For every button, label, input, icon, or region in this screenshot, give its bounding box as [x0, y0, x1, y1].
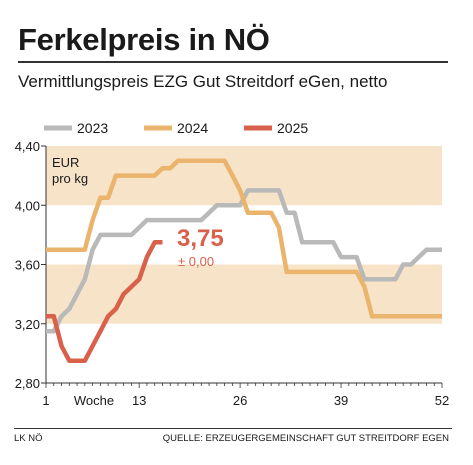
- x-axis-label: Woche: [74, 393, 114, 408]
- chart-subtitle: Vermittlungspreis EZG Gut Streitdorf eGe…: [18, 72, 388, 91]
- chart-title: Ferkelpreis in NÖ: [18, 22, 270, 57]
- title-divider: [18, 61, 448, 63]
- x-tick-label: 13: [132, 393, 146, 408]
- x-tick-label: 26: [233, 393, 247, 408]
- x-tick-label: 1: [42, 393, 49, 408]
- legend-label-2024: 2024: [177, 120, 208, 136]
- y-tick-label: 3,60: [15, 258, 40, 273]
- x-tick-label: 39: [334, 393, 348, 408]
- y-tick-label: 3,20: [15, 317, 40, 332]
- footer-credit: LK NÖ: [14, 433, 43, 444]
- legend-label-2025: 2025: [277, 120, 308, 136]
- x-tick-label: 52: [435, 393, 449, 408]
- footer-source: QUELLE: ERZEUGERGEMEINSCHAFT GUT STREITD…: [162, 433, 449, 444]
- annotation-change: ± 0,00: [178, 254, 214, 269]
- series-line-2024: [46, 158, 442, 319]
- footer-divider: [14, 428, 452, 429]
- y-tick-label: 2,80: [15, 376, 40, 391]
- y-axis: 2,80 3,20 3,60 4,00 4,40: [15, 139, 47, 391]
- unit-label-eur: EUR: [52, 155, 79, 170]
- y-tick-label: 4,00: [15, 198, 40, 213]
- series-lines: [46, 158, 442, 364]
- legend: 2023 2024 2025: [44, 120, 308, 136]
- legend-label-2023: 2023: [77, 120, 108, 136]
- y-tick-label: 4,40: [15, 139, 40, 154]
- x-axis: 1 13 26 39 52 Woche: [42, 382, 449, 408]
- series-line-2025: [46, 240, 163, 364]
- unit-label-per-kg: pro kg: [52, 171, 88, 186]
- annotation-value: 3,75: [177, 225, 224, 252]
